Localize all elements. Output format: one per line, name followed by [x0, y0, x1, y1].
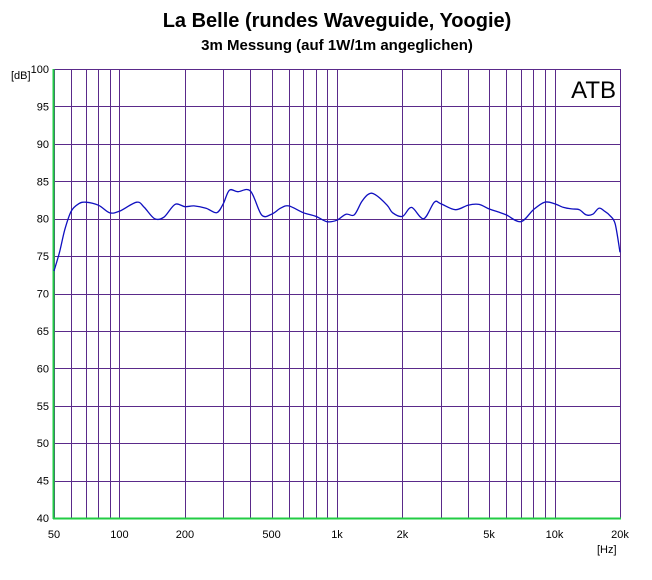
y-tick-labels: 100 95 90 85 80 75 70 65 60 55 50 45 40 [31, 64, 49, 525]
y-tick-label-7: 65 [37, 326, 49, 338]
atb-badge: ATB [571, 77, 616, 104]
x-tick-label-7: 10k [546, 529, 564, 541]
x-tick-labels: 50 100 200 500 1k 2k 5k 10k 20k [48, 529, 629, 541]
y-axis-label: [dB] [11, 70, 31, 82]
y-tick-label-0: 100 [31, 64, 49, 76]
x-tick-label-8: 20k [611, 529, 629, 541]
y-tick-label-1: 95 [37, 101, 49, 113]
y-tick-label-5: 75 [37, 251, 49, 263]
y-tick-label-3: 85 [37, 176, 49, 188]
x-tick-label-1: 100 [110, 529, 128, 541]
x-axis-label: [Hz] [597, 544, 617, 556]
y-tick-label-10: 50 [37, 438, 49, 450]
series-line-0 [53, 188, 621, 272]
x-tick-label-4: 1k [331, 529, 343, 541]
x-tick-label-6: 5k [483, 529, 495, 541]
x-tick-label-0: 50 [48, 529, 60, 541]
y-tick-label-9: 55 [37, 401, 49, 413]
y-tick-label-11: 45 [37, 476, 49, 488]
grid [54, 69, 621, 519]
y-tick-label-12: 40 [37, 513, 49, 525]
x-tick-label-2: 200 [176, 529, 194, 541]
y-tick-label-2: 90 [37, 139, 49, 151]
badge-background [558, 72, 618, 104]
axes [52, 69, 621, 520]
x-tick-label-3: 500 [262, 529, 280, 541]
y-tick-label-6: 70 [37, 289, 49, 301]
series-layer [53, 188, 621, 272]
y-tick-label-4: 80 [37, 214, 49, 226]
y-tick-label-8: 60 [37, 363, 49, 375]
chart-subtitle: 3m Messung (auf 1W/1m angeglichen) [201, 37, 473, 54]
chart-title: La Belle (rundes Waveguide, Yoogie) [163, 10, 512, 32]
x-tick-label-5: 2k [397, 529, 409, 541]
